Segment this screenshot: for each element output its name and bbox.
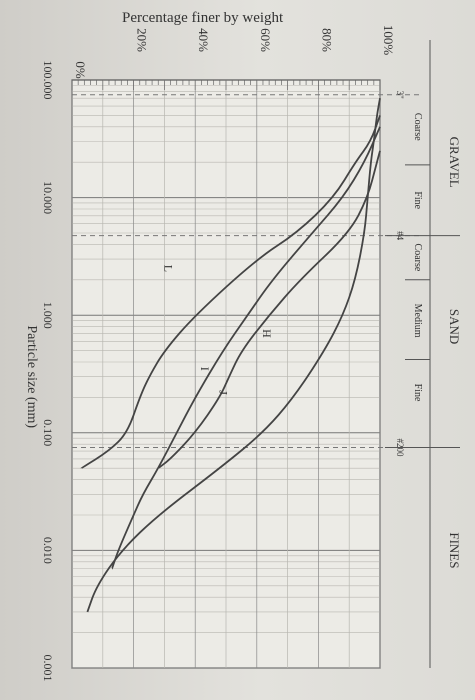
- series-label-H: H: [260, 329, 274, 338]
- y-tick-label: 60%: [258, 28, 273, 52]
- series-label-L: L: [161, 265, 175, 272]
- gravel-coarse-label: Coarse: [412, 113, 423, 141]
- sand-coarse-label: Coarse: [412, 244, 423, 272]
- y-tick-label: 0%: [73, 61, 88, 79]
- y-tick-label: 100%: [381, 25, 396, 56]
- y-axis-title: Percentage finer by weight: [122, 10, 284, 26]
- gravel-fine-label: Fine: [412, 191, 423, 209]
- x-tick-label: 0.100: [41, 419, 55, 446]
- series-label-I: I: [198, 367, 212, 371]
- gravel-label: GRAVEL: [447, 137, 462, 188]
- y-tick-label: 20%: [135, 28, 150, 52]
- series-curve-J: [157, 150, 381, 469]
- x-tick-label: 0.010: [41, 537, 55, 564]
- sand-label: SAND: [447, 309, 462, 344]
- series-label-J: J: [217, 390, 231, 395]
- y-tick-label: 80%: [319, 28, 334, 52]
- sieve-label: #200: [395, 438, 405, 457]
- x-tick-label: 100.000: [41, 61, 55, 100]
- x-tick-label: 10.000: [41, 181, 55, 214]
- sieve-label: 3": [395, 91, 405, 100]
- series-curve-L: [111, 126, 381, 569]
- x-tick-label: 1.000: [41, 302, 55, 329]
- x-axis-title: Particle size (mm): [24, 325, 39, 428]
- x-tick-label: 0.001: [41, 655, 55, 682]
- fines-label: FINES: [447, 532, 462, 568]
- series-curve-I: [80, 115, 381, 470]
- sieve-label: #4: [395, 231, 405, 241]
- sand-medium-label: Medium: [412, 304, 423, 338]
- sand-fine-label: Fine: [412, 384, 423, 402]
- series-curve-H: [86, 98, 381, 613]
- y-tick-label: 40%: [196, 28, 211, 52]
